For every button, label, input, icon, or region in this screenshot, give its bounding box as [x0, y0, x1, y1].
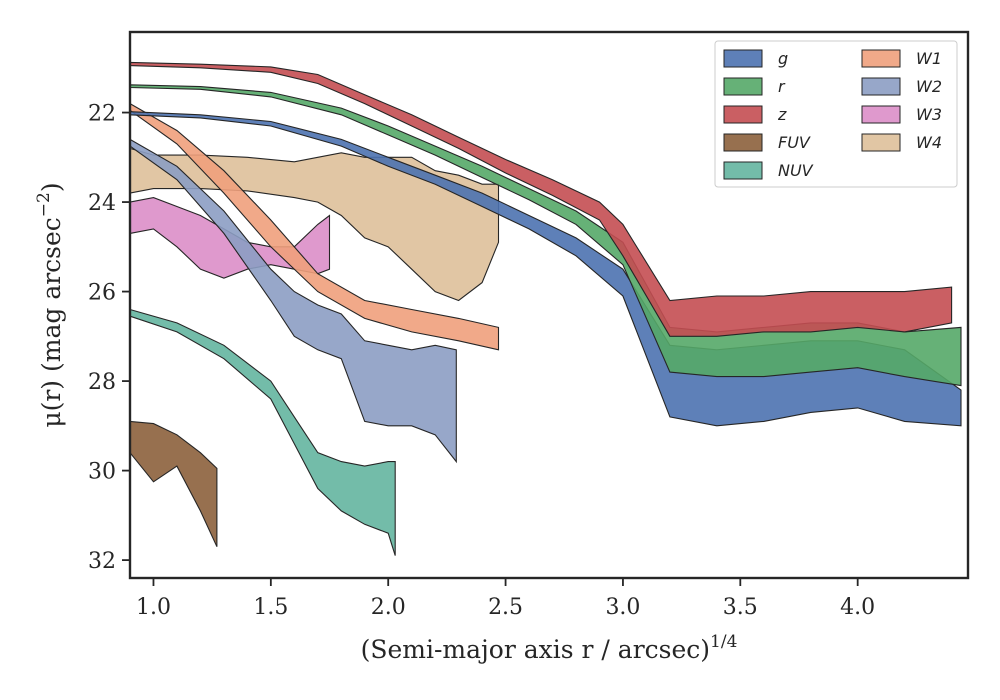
series-band-w1	[129, 102, 500, 351]
legend-swatch-r	[723, 77, 763, 96]
legend-label-fuv: FUV	[778, 133, 811, 152]
legend-label-w1: W1	[916, 49, 942, 68]
series-band-w2	[129, 138, 457, 464]
legend-swatch-g	[723, 49, 763, 68]
x-tick-label: 4.0	[840, 595, 875, 620]
y-axis-ticks: 22 24 26 28 30 32	[88, 102, 130, 574]
y-tick-label: 30	[88, 460, 116, 485]
series-layer	[129, 61, 962, 556]
y-tick-label: 24	[88, 191, 116, 216]
legend-swatch-w3	[861, 105, 901, 124]
y-axis-label: μ(r) (mag arcsec−2)	[34, 182, 66, 427]
legend-swatch-w1	[861, 49, 901, 68]
legend-swatch-nuv	[723, 161, 763, 180]
legend-swatch-fuv	[723, 133, 763, 152]
x-axis-label: (Semi-major axis r / arcsec)1/4	[361, 632, 738, 664]
y-tick-label: 26	[88, 281, 116, 306]
x-tick-label: 2.0	[371, 595, 406, 620]
series-band-r	[129, 84, 962, 387]
y-tick-label: 28	[88, 370, 116, 395]
x-tick-label: 3.0	[605, 595, 640, 620]
legend-label-w3: W3	[916, 105, 942, 124]
legend-label-g: g	[778, 49, 788, 68]
legend-swatch-w4	[861, 133, 901, 152]
x-tick-label: 1.5	[253, 595, 288, 620]
series-band-z	[129, 61, 953, 337]
series-band-nuv	[129, 308, 396, 556]
legend-swatch-z	[723, 105, 763, 124]
series-band-fuv	[129, 420, 218, 547]
legend: grz FUV NUV W1 W2 W3 W4	[714, 40, 958, 188]
x-axis-ticks: 1.0 1.5 2.0 2.5 3.0 3.5 4.0	[136, 578, 875, 620]
x-tick-label: 3.5	[723, 595, 758, 620]
legend-label-w4: W4	[916, 133, 942, 152]
legend-label-r: r	[778, 77, 786, 96]
legend-swatch-w2	[861, 77, 901, 96]
x-tick-label: 2.5	[488, 595, 523, 620]
legend-label-nuv: NUV	[778, 161, 814, 180]
plot-frame	[128, 30, 970, 580]
y-tick-label: 32	[88, 549, 116, 574]
legend-label-w2: W2	[916, 77, 942, 96]
x-tick-label: 1.0	[136, 595, 171, 620]
legend-label-z: z	[777, 105, 787, 124]
y-tick-label: 22	[88, 102, 116, 127]
